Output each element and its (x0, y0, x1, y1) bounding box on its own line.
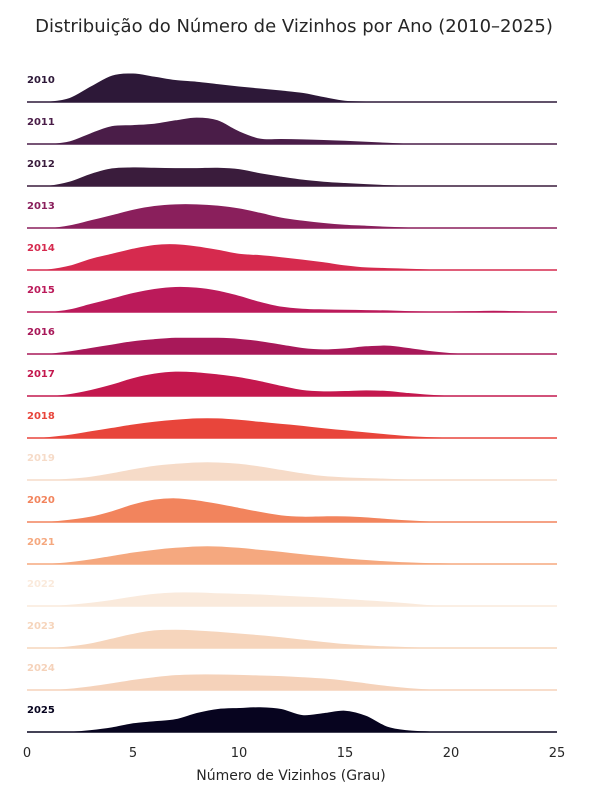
ridge-area-2011 (27, 116, 557, 145)
series-label-2010: 2010 (27, 75, 55, 86)
ridge-2014: 2014 (26, 242, 557, 271)
ridge-2023: 2023 (26, 621, 557, 649)
series-label-2015: 2015 (27, 285, 55, 296)
ridge-2020: 2020 (26, 495, 558, 523)
ridge-2016: 2016 (26, 327, 557, 355)
x-tick-label: 25 (549, 746, 566, 761)
ridge-2019: 2019 (26, 453, 557, 481)
series-label-2016: 2016 (27, 327, 55, 338)
ridge-area-2014 (27, 243, 557, 271)
ridge-2017: 2017 (26, 369, 557, 397)
ridge-2021: 2021 (26, 537, 558, 565)
series-label-2011: 2011 (27, 117, 55, 128)
ridge-area-2025 (27, 706, 557, 733)
series-label-2019: 2019 (27, 453, 55, 464)
series-label-2012: 2012 (27, 159, 55, 170)
series-label-2024: 2024 (27, 663, 55, 674)
ridge-2015: 2015 (26, 285, 558, 313)
ridge-area-2024 (27, 673, 557, 691)
ridge-area-2010 (27, 72, 557, 103)
series-label-2023: 2023 (27, 621, 55, 632)
x-tick-label: 0 (23, 746, 31, 761)
ridge-2013: 2013 (26, 201, 557, 229)
ridge-2018: 2018 (26, 411, 558, 439)
x-tick-label: 5 (129, 746, 137, 761)
series-label-2020: 2020 (27, 495, 55, 506)
series-label-2018: 2018 (27, 411, 55, 422)
ridge-2012: 2012 (26, 159, 557, 187)
ridge-area-2021 (27, 545, 557, 564)
ridge-outline-2015 (26, 285, 558, 313)
series-label-2021: 2021 (27, 537, 55, 548)
ridge-area-2020 (27, 497, 557, 523)
ridge-2011: 2011 (26, 115, 557, 145)
ridge-area-2013 (27, 203, 557, 229)
ridge-area-2015 (27, 286, 557, 312)
ridge-2024: 2024 (26, 663, 557, 691)
chart-title: Distribuição do Número de Vizinhos por A… (35, 16, 553, 37)
ridges-group: 2010 2011 2012 2013 2014 2015 2016 2017 2018 2019… (26, 71, 558, 733)
ridge-area-2017 (27, 370, 557, 397)
x-axis-label: Número de Vizinhos (Grau) (196, 768, 385, 784)
series-label-2025: 2025 (27, 705, 55, 716)
x-tick-label: 20 (443, 746, 460, 761)
series-label-2013: 2013 (27, 201, 55, 212)
ridge-outline-2021 (26, 544, 558, 565)
series-label-2017: 2017 (27, 369, 55, 380)
ridge-area-2018 (27, 417, 557, 438)
ridge-area-2012 (27, 166, 557, 187)
x-axis: 0 5 10 15 20 25 (23, 746, 565, 761)
ridge-2025: 2025 (26, 705, 558, 733)
x-tick-label: 10 (231, 746, 248, 761)
series-label-2022: 2022 (27, 579, 55, 590)
ridge-2022: 2022 (26, 579, 557, 607)
series-label-2014: 2014 (27, 243, 55, 254)
ridge-area-2019 (27, 461, 557, 481)
x-tick-label: 15 (337, 746, 354, 761)
ridge-2010: 2010 (26, 71, 557, 103)
ridge-outline-2025 (26, 705, 558, 733)
ridge-area-2023 (27, 628, 557, 649)
ridge-area-2022 (27, 591, 557, 607)
